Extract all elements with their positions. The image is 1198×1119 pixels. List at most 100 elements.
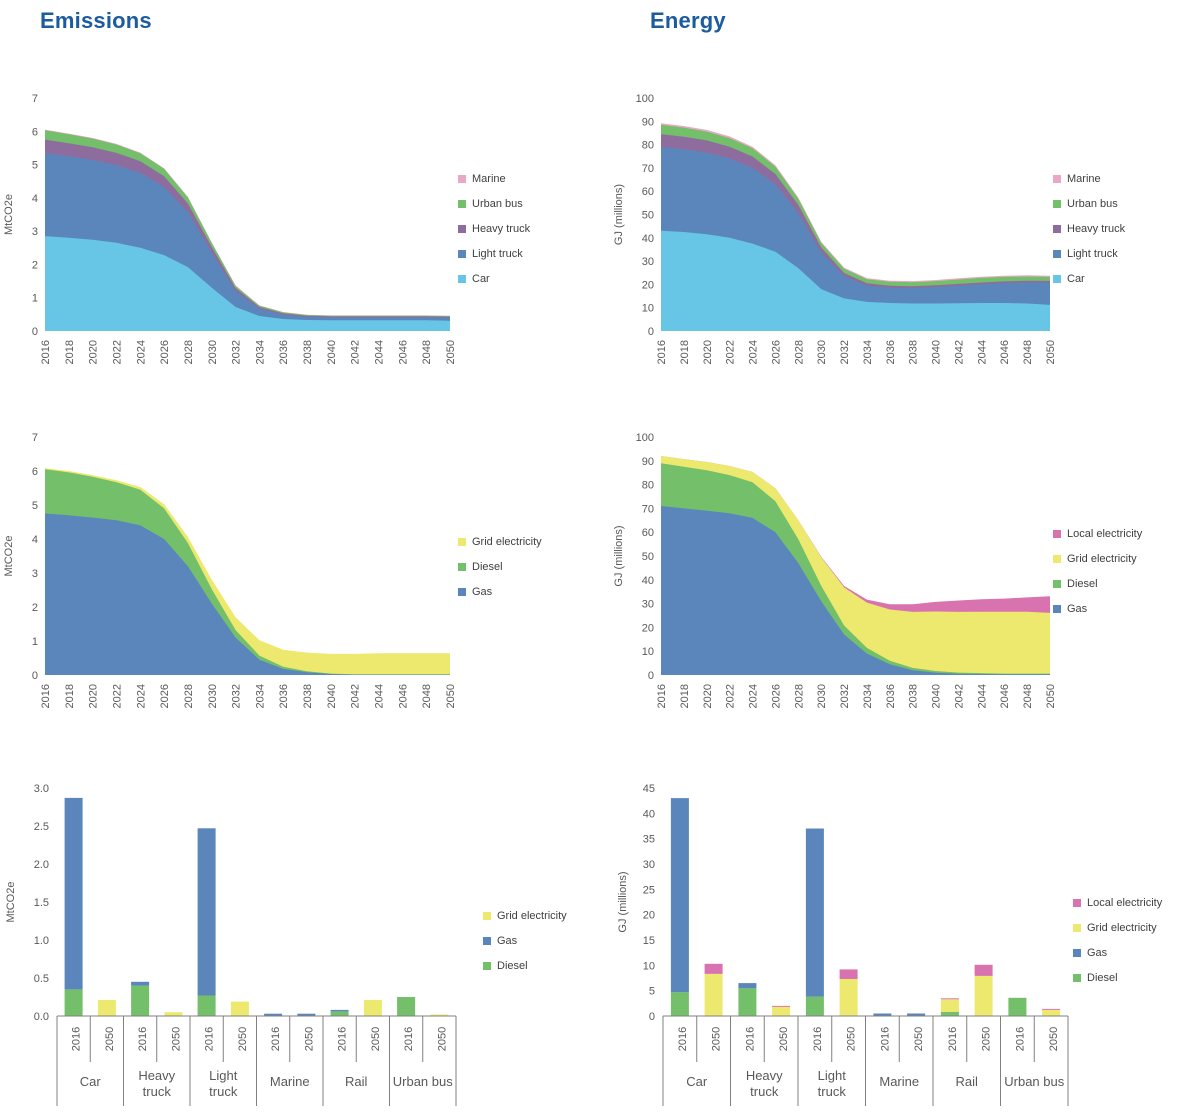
bar-year-label: 2016 [744,1027,756,1051]
light-truck-swatch-icon [458,249,466,258]
y-tick-label: 35 [643,834,655,846]
y-tick-label: 50 [642,210,654,222]
x-tick-label: 2038 [908,340,920,364]
bar-year-label: 2050 [846,1027,858,1051]
bar-segment-gas [670,798,689,993]
category-label: Urban bus [393,1074,453,1089]
bar-year-label: 2016 [337,1027,349,1051]
y-tick-label: 20 [643,910,655,922]
bar-segment-grid-electricity [704,973,723,1016]
legend-label: Diesel [472,560,503,573]
bar-year-label: 2016 [270,1027,282,1051]
x-tick-label: 2046 [397,684,409,708]
y-tick-label: 0 [648,670,654,682]
diesel-swatch-icon [1073,973,1081,982]
y-tick-label: 2.0 [34,859,49,871]
x-tick-label: 2048 [421,684,433,708]
legend-item-gas: Gas [1053,596,1142,621]
heavy-truck-swatch-icon [458,224,466,233]
y-tick-label: 25 [643,884,655,896]
legend-item-local-electricity: Local electricity [1073,890,1162,915]
legend-energy-by-fuel: Local electricity Grid electricity Diesel G… [1053,521,1142,621]
gas-swatch-icon [1053,604,1061,613]
y-tick-label: 1 [32,293,38,305]
grid-electricity-swatch-icon [458,537,466,546]
x-tick-label: 2016 [40,684,52,708]
bar-segment-grid-electricity [430,1014,449,1016]
x-tick-label: 2038 [908,684,920,708]
x-tick-label: 2042 [953,684,965,708]
x-tick-label: 2044 [976,684,988,708]
legend-item-grid-electricity: Grid electricity [483,903,567,928]
x-tick-label: 2024 [135,684,147,708]
bar-segment-gas [805,828,824,997]
x-tick-label: 2034 [862,340,874,364]
x-tick-label: 2028 [793,340,805,364]
y-tick-label: 10 [642,303,654,315]
legend-item-gas: Gas [483,928,567,953]
x-tick-label: 2040 [931,684,943,708]
legend-item-diesel: Diesel [483,953,567,978]
diesel-swatch-icon [458,562,466,571]
gas-swatch-icon [458,587,466,596]
bar-year-label: 2050 [370,1027,382,1051]
bar-segment-local-electricity [839,969,858,979]
x-tick-label: 2050 [445,340,457,364]
y-tick-label: 5 [649,986,655,998]
energy-by-fuel-2016-vs-2050-bar-chart: 0 5 10 15 20 25 30 35 40 45 2016 2050 2016 2050 2016 20… [617,783,1069,1106]
y-tick-label: 0 [32,670,38,682]
x-tick-label: 2026 [159,340,171,364]
bar-segment-local-electricity [974,964,993,976]
bar-year-label: 2050 [711,1027,723,1051]
y-tick-label: 70 [642,163,654,175]
grid-electricity-swatch-icon [483,911,491,920]
bar-segment-local-electricity [772,1005,791,1007]
x-tick-label: 2044 [976,340,988,364]
legend-item-marine: Marine [1053,166,1125,191]
legend-label: Diesel [1087,971,1118,984]
marine-swatch-icon [458,174,466,183]
bar-segment-diesel [1008,997,1027,1016]
legend-label: Local electricity [1067,527,1143,540]
legend-item-diesel: Diesel [458,554,542,579]
bar-segment-diesel [805,996,824,1016]
legend-label: Grid electricity [1067,552,1137,565]
legend-label: Gas [497,934,518,947]
x-tick-label: 2028 [183,340,195,364]
bar-year-label: 2050 [170,1027,182,1051]
bar-segment-grid-electricity [164,1012,183,1016]
x-tick-label: 2022 [725,340,737,364]
y-tick-label: 60 [642,186,654,198]
bar-year-label: 2016 [1014,1027,1026,1051]
bar-segment-grid-electricity [974,976,993,1016]
legend-label: Heavy truck [1067,222,1126,235]
x-tick-label: 2022 [725,684,737,708]
x-tick-label: 2040 [931,340,943,364]
x-tick-label: 2016 [656,340,668,364]
emissions-column-title: Emissions [40,8,152,33]
grid-electricity-swatch-icon [1073,923,1081,932]
x-tick-label: 2034 [254,684,266,708]
y-tick-label: 15 [643,935,655,947]
category-label: Heavy [138,1068,175,1083]
x-tick-label: 2038 [302,340,314,364]
legend-item-light-truck: Light truck [458,241,530,266]
legend-item-grid-electricity: Grid electricity [1073,915,1162,940]
y-tick-label: 70 [642,503,654,515]
category-label: Car [80,1074,102,1089]
y-tick-label: 0 [648,326,654,338]
y-tick-label: 2 [32,602,38,614]
x-tick-label: 2048 [1022,340,1034,364]
emissions-by-mode-area-chart: 0 1 2 3 4 5 6 7 2016 2018 2020 2022 2024 2026 2028 2030… [3,93,457,364]
y-tick-label: 1.5 [34,897,49,909]
bar-segment-diesel [131,985,150,1016]
legend-emissions-by-fuel: Grid electricity Diesel Gas [458,529,542,604]
y-axis-title: GJ (millions) [613,184,625,245]
x-tick-label: 2026 [770,684,782,708]
car-swatch-icon [1053,274,1061,283]
bar-segment-diesel [197,995,216,1016]
y-tick-label: 4 [32,193,38,205]
bar-year-label: 2016 [403,1027,415,1051]
legend-emissions-by-mode: Marine Urban bus Heavy truck Light truck Car [458,166,530,291]
